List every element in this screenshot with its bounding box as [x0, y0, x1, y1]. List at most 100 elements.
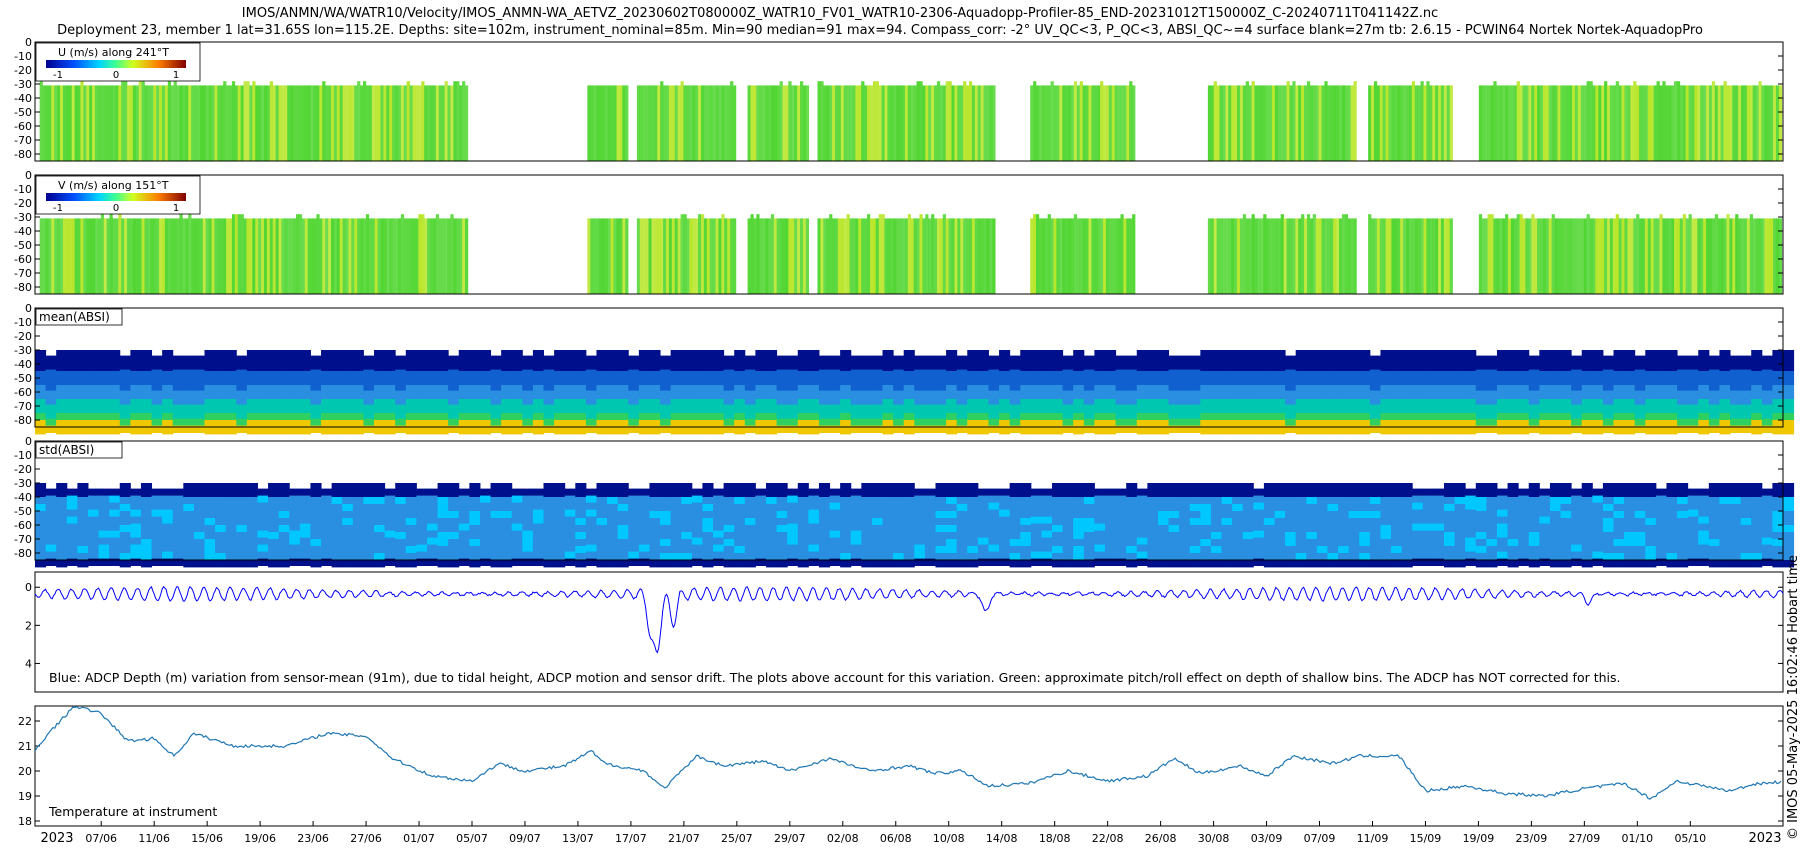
absi-cell — [1443, 483, 1456, 491]
absi-cell — [268, 525, 280, 533]
absi-cell — [1115, 530, 1127, 538]
absi-cell — [1518, 495, 1530, 503]
absi-cell — [818, 404, 831, 412]
velocity-cell — [957, 218, 961, 294]
absi-cell — [1369, 425, 1381, 433]
velocity-cell — [642, 85, 646, 161]
absi-cell — [1083, 355, 1095, 363]
absi-cell — [522, 411, 534, 419]
velocity-cell — [1257, 85, 1261, 161]
absi-cell — [1496, 427, 1509, 435]
absi-cell — [1507, 413, 1519, 421]
velocity-cell — [1274, 85, 1279, 161]
absi-cell — [151, 369, 163, 377]
absi-cell — [1094, 378, 1106, 386]
velocity-cell — [1595, 218, 1599, 294]
absi-cell — [1147, 385, 1159, 393]
y-tick-label-1-1: -10 — [14, 183, 32, 196]
absi-cell — [829, 376, 841, 384]
absi-cell — [988, 397, 1000, 405]
velocity-cell — [1417, 218, 1421, 294]
absi-cell — [1253, 544, 1265, 552]
absi-cell — [1094, 544, 1106, 552]
absi-cell — [755, 537, 767, 545]
velocity-cell — [1330, 85, 1334, 161]
absi-cell — [1401, 357, 1413, 365]
absi-cell — [1549, 371, 1562, 379]
absi-cell — [1062, 397, 1074, 405]
absi-cell — [130, 392, 142, 400]
absi-cell — [1465, 385, 1477, 393]
absi-cell — [1253, 399, 1265, 407]
absi-cell — [1571, 551, 1583, 559]
absi-cell — [988, 383, 1000, 391]
absi-cell — [1200, 350, 1212, 358]
absi-cell — [1359, 406, 1371, 414]
absi-cell — [363, 404, 375, 412]
velocity-cell — [587, 85, 591, 161]
absi-cell — [511, 392, 523, 400]
absi-cell — [617, 525, 629, 533]
absi-cell — [1581, 357, 1593, 365]
velocity-cell — [1656, 218, 1660, 294]
absi-cell — [1740, 525, 1752, 533]
absi-cell — [352, 560, 364, 568]
absi-cell — [1104, 544, 1117, 552]
absi-cell — [1719, 399, 1731, 407]
absi-cell — [1740, 425, 1752, 433]
absi-cell — [681, 350, 693, 358]
velocity-cell — [1507, 218, 1512, 294]
velocity-cell — [205, 218, 209, 294]
absi-cell — [1263, 413, 1275, 421]
absi-cell — [617, 364, 629, 372]
absi-cell — [1560, 483, 1572, 491]
absi-cell — [1486, 539, 1498, 547]
absi-cell — [1359, 371, 1371, 379]
absi-cell — [638, 392, 650, 400]
velocity-cell — [167, 81, 172, 161]
absi-cell — [458, 385, 470, 393]
absi-cell — [967, 392, 979, 400]
absi-cell — [501, 427, 513, 435]
absi-cell — [225, 399, 237, 407]
absi-cell — [1666, 483, 1678, 491]
absi-cell — [1295, 357, 1307, 365]
absi-cell — [977, 537, 989, 545]
velocity-cell — [1665, 85, 1669, 161]
velocity-cell — [188, 214, 192, 294]
absi-cell — [1549, 532, 1562, 540]
absi-cell — [607, 378, 619, 386]
absi-cell — [522, 509, 534, 517]
velocity-cell — [316, 214, 320, 294]
absi-cell — [1083, 525, 1095, 533]
absi-cell — [1571, 537, 1583, 545]
absi-cell — [1751, 553, 1763, 561]
absi-cell — [691, 392, 703, 400]
absi-cell — [448, 532, 460, 540]
absi-cell — [1083, 390, 1095, 398]
absi-cell — [35, 350, 47, 358]
absi-cell — [1263, 378, 1275, 386]
absi-cell — [1751, 497, 1763, 505]
velocity-cell — [610, 218, 614, 294]
absi-cell — [1486, 525, 1498, 533]
velocity-cell — [1668, 85, 1672, 161]
absi-cell — [1232, 364, 1244, 372]
absi-cell — [289, 537, 301, 545]
velocity-cell — [654, 85, 658, 161]
absi-cell — [638, 502, 650, 510]
absi-cell — [1073, 350, 1085, 358]
absi-cell — [215, 399, 227, 407]
absi-cell — [1232, 553, 1244, 561]
absi-cell — [1783, 364, 1795, 372]
velocity-cell — [1041, 218, 1046, 294]
absi-cell — [1634, 425, 1646, 433]
absi-cell — [448, 497, 460, 505]
absi-cell — [437, 413, 449, 421]
absi-cell — [77, 553, 89, 561]
absi-cell — [183, 404, 195, 412]
absi-cell — [56, 490, 68, 498]
absi-cell — [183, 390, 195, 398]
absi-cell — [1030, 495, 1042, 503]
absi-cell — [554, 546, 566, 554]
